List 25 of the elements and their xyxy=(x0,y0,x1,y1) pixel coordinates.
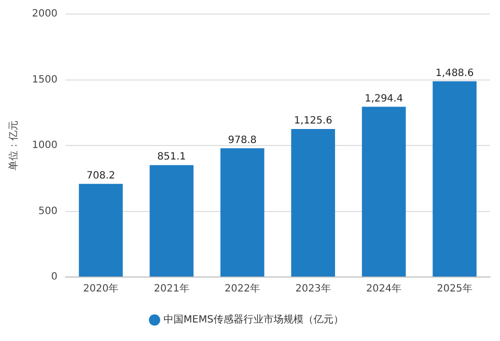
bar xyxy=(291,128,336,276)
x-tick-label: 2020年 xyxy=(83,282,119,295)
data-label: 1,125.6 xyxy=(294,116,332,127)
x-tick-label: 2024年 xyxy=(366,282,402,295)
x-tick-label: 2022年 xyxy=(224,282,260,295)
x-tick-label: 2025年 xyxy=(436,282,472,295)
data-label: 1,294.4 xyxy=(364,93,403,104)
bar xyxy=(78,184,123,276)
y-tick-label: 500 xyxy=(38,206,58,217)
data-label: 1,488.6 xyxy=(436,68,474,79)
y-tick-label: 1000 xyxy=(32,140,58,152)
bar xyxy=(432,81,477,276)
bar xyxy=(220,148,264,276)
y-tick-label: 1500 xyxy=(32,74,58,86)
x-tick-label: 2021年 xyxy=(154,282,190,295)
y-tick-label: 2000 xyxy=(32,8,58,20)
y-tick-label: 0 xyxy=(51,272,58,283)
bar xyxy=(150,165,194,276)
legend-label: 中国MEMS传感器行业市场规模（亿元） xyxy=(164,314,344,326)
x-tick-label: 2023年 xyxy=(295,282,331,295)
y-axis-title: 单位：亿元 xyxy=(8,120,20,170)
bar xyxy=(362,106,406,276)
data-label: 978.8 xyxy=(228,134,257,146)
data-label: 708.2 xyxy=(86,170,116,182)
data-label: 851.1 xyxy=(157,152,186,163)
